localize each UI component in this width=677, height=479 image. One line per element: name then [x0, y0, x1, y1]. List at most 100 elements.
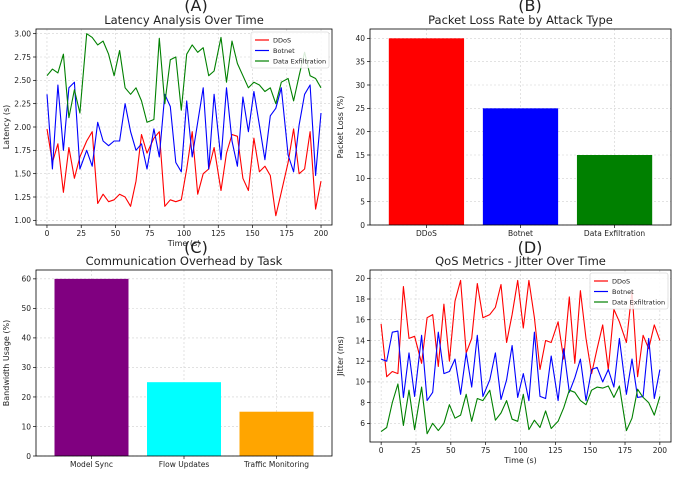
plot-frame	[35, 269, 333, 457]
y-tick-label: 1.00	[14, 216, 31, 225]
chart-title: QoS Metrics - Jitter Over Time	[435, 254, 606, 268]
chart-title: Packet Loss Rate by Attack Type	[428, 13, 613, 27]
panel-letter-a: (A)	[184, 0, 207, 15]
series-line-ddos	[46, 128, 322, 217]
y-tick-label: 0	[26, 452, 31, 461]
bar-botnet	[482, 108, 559, 225]
y-tick-label: 15	[355, 151, 365, 160]
y-tick-label: 3.00	[14, 29, 31, 38]
plot-frame	[369, 28, 672, 226]
x-tick-label: 150	[583, 446, 598, 455]
y-tick-label: 18	[355, 295, 365, 304]
y-tick-label: 1.75	[14, 146, 31, 155]
y-tick-label: 2.25	[14, 99, 31, 108]
panel-letter-c: (C)	[184, 238, 208, 257]
x-tick-label: 175	[618, 446, 633, 455]
y-tick-label: 30	[355, 81, 365, 90]
y-axis-label: Latency (s)	[2, 105, 11, 150]
x-tick-label: 75	[481, 446, 491, 455]
x-tick-label: 25	[76, 229, 86, 238]
legend: DDoS Botnet Data Exfiltration	[250, 31, 330, 69]
plot-frame	[35, 28, 333, 226]
x-tick-label: Traffic Monitoring	[243, 460, 309, 469]
y-tick-label: 20	[21, 393, 31, 402]
y-tick-label: 35	[355, 57, 365, 66]
bar-model-sync	[54, 278, 129, 456]
y-tick-label: 50	[21, 304, 31, 313]
bar-flow-updates	[147, 382, 221, 456]
y-tick-label: 2.00	[14, 123, 31, 132]
series-line-botnet	[380, 330, 661, 402]
x-tick-label: Data Exfiltration	[584, 229, 646, 238]
legend-box	[250, 31, 330, 69]
y-axis-label: Jitter (ms)	[336, 336, 345, 377]
y-tick-label: 25	[355, 104, 365, 113]
x-axis-label: Time (s)	[503, 456, 537, 465]
y-tick-label: 60	[21, 275, 31, 284]
y-tick-label: 1.50	[14, 169, 31, 178]
bar-ddos	[388, 38, 465, 226]
y-tick-label: 8	[360, 398, 365, 407]
series-line-botnet	[46, 81, 322, 177]
communication-overhead-chart: Communication Overhead by Task Bandwidth …	[2, 254, 333, 469]
y-tick-label: 30	[21, 363, 31, 372]
x-tick-label: 200	[314, 229, 329, 238]
y-axis-label: Bandwidth Usage (%)	[2, 320, 11, 406]
y-axis-label: Packet Loss (%)	[336, 96, 345, 159]
y-tick-label: 20	[355, 127, 365, 136]
y-tick-label: 5	[360, 197, 365, 206]
plot-frame	[369, 269, 672, 443]
legend-label-data-exfiltration: Data Exfiltration	[273, 58, 326, 66]
legend-label-botnet: Botnet	[273, 47, 295, 55]
x-tick-label: DDoS	[416, 229, 437, 238]
x-tick-label: 50	[111, 229, 121, 238]
latency-chart: Latency Analysis Over Time Latency (s) Tim…	[2, 13, 333, 248]
y-tick-label: 40	[355, 34, 365, 43]
legend-label-botnet: Botnet	[612, 288, 634, 296]
series-line-ddos	[380, 279, 661, 378]
x-tick-label: 75	[145, 229, 155, 238]
legend-label-ddos: DDoS	[612, 278, 630, 286]
x-tick-label: 125	[211, 229, 226, 238]
bar-data-exfiltration	[576, 155, 653, 225]
y-tick-label: 1.25	[14, 193, 31, 202]
y-tick-label: 12	[355, 357, 365, 366]
x-tick-label: 100	[177, 229, 192, 238]
y-tick-label: 2.50	[14, 76, 31, 85]
x-tick-label: 125	[548, 446, 563, 455]
y-tick-label: 6	[360, 419, 365, 428]
series-line-data-exfiltration	[46, 33, 322, 123]
x-tick-label: Flow Updates	[159, 460, 210, 469]
x-tick-label: 50	[446, 446, 456, 455]
panel-letter-b: (B)	[518, 0, 541, 15]
x-tick-label: 0	[45, 229, 50, 238]
legend-box	[589, 272, 669, 310]
packet-loss-chart: Packet Loss Rate by Attack Type Packet Lo…	[336, 13, 672, 238]
chart-title: Latency Analysis Over Time	[104, 13, 264, 27]
y-tick-label: 10	[21, 422, 31, 431]
y-tick-label: 40	[21, 334, 31, 343]
x-tick-label: 25	[411, 446, 421, 455]
y-tick-label: 20	[355, 274, 365, 283]
panel-letter-d: (D)	[518, 238, 543, 257]
x-axis-label: Time (s)	[167, 239, 201, 248]
bar-traffic-monitoring	[239, 411, 314, 456]
x-tick-label: Model Sync	[70, 460, 113, 469]
x-tick-label: Botnet	[508, 229, 533, 238]
chart-title: Communication Overhead by Task	[86, 254, 283, 268]
y-tick-label: 16	[355, 316, 365, 325]
y-tick-label: 10	[355, 378, 365, 387]
x-tick-label: 0	[379, 446, 384, 455]
legend-label-ddos: DDoS	[273, 37, 291, 45]
legend: DDoS Botnet Data Exfiltration	[589, 272, 669, 310]
series-line-data-exfiltration	[380, 383, 661, 435]
y-tick-label: 10	[355, 174, 365, 183]
x-tick-label: 200	[653, 446, 668, 455]
jitter-chart: QoS Metrics - Jitter Over Time Jitter (ms…	[336, 254, 672, 465]
x-tick-label: 175	[280, 229, 295, 238]
x-tick-label: 150	[245, 229, 260, 238]
y-tick-label: 0	[360, 221, 365, 230]
x-tick-label: 100	[513, 446, 528, 455]
y-tick-label: 14	[355, 336, 365, 345]
